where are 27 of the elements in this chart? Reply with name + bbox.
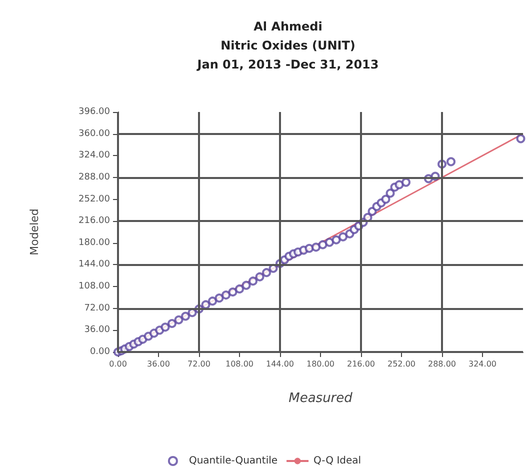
x-tick-label: 324.00 xyxy=(468,360,496,368)
y-tick-label: 72.00 xyxy=(84,303,110,314)
y-tick-label: 324.00 xyxy=(78,150,110,161)
x-tick-label: 252.00 xyxy=(388,360,416,368)
y-tick-label: 396.00 xyxy=(78,107,110,117)
y-tick-label: 288.00 xyxy=(78,172,110,182)
x-tick-label: 36.00 xyxy=(147,360,170,368)
x-axis-title: Measured xyxy=(288,391,354,406)
x-tick-label: 108.00 xyxy=(226,360,254,368)
y-tick-label: 360.00 xyxy=(78,128,110,139)
x-tick-label: 180.00 xyxy=(306,360,334,368)
y-tick-label: 144.00 xyxy=(78,260,110,270)
y-tick-label: 36.00 xyxy=(84,325,110,336)
x-tick-label: 288.00 xyxy=(428,360,456,368)
x-tick-label: 216.00 xyxy=(347,360,375,368)
y-tick-label: 252.00 xyxy=(78,194,110,204)
y-tick-label: 216.00 xyxy=(78,216,110,226)
legend-label: Quantile-Quantile xyxy=(188,456,278,466)
y-tick-label: 180.00 xyxy=(78,238,110,248)
y-axis-title: Modeled xyxy=(28,208,41,256)
x-tick-label: 144.00 xyxy=(266,360,294,368)
legend-label: Q-Q Ideal xyxy=(314,456,362,466)
chart-title: Al Ahmedi Nitric Oxides (UNIT) Jan 01, 2013 -Dec 31, 2013 xyxy=(196,20,379,72)
x-tick-label: 0.00 xyxy=(109,360,127,368)
y-tick-label: 0.00 xyxy=(90,347,110,357)
x-tick-label: 72.00 xyxy=(188,360,210,368)
y-tick-label: 108.00 xyxy=(78,282,110,292)
